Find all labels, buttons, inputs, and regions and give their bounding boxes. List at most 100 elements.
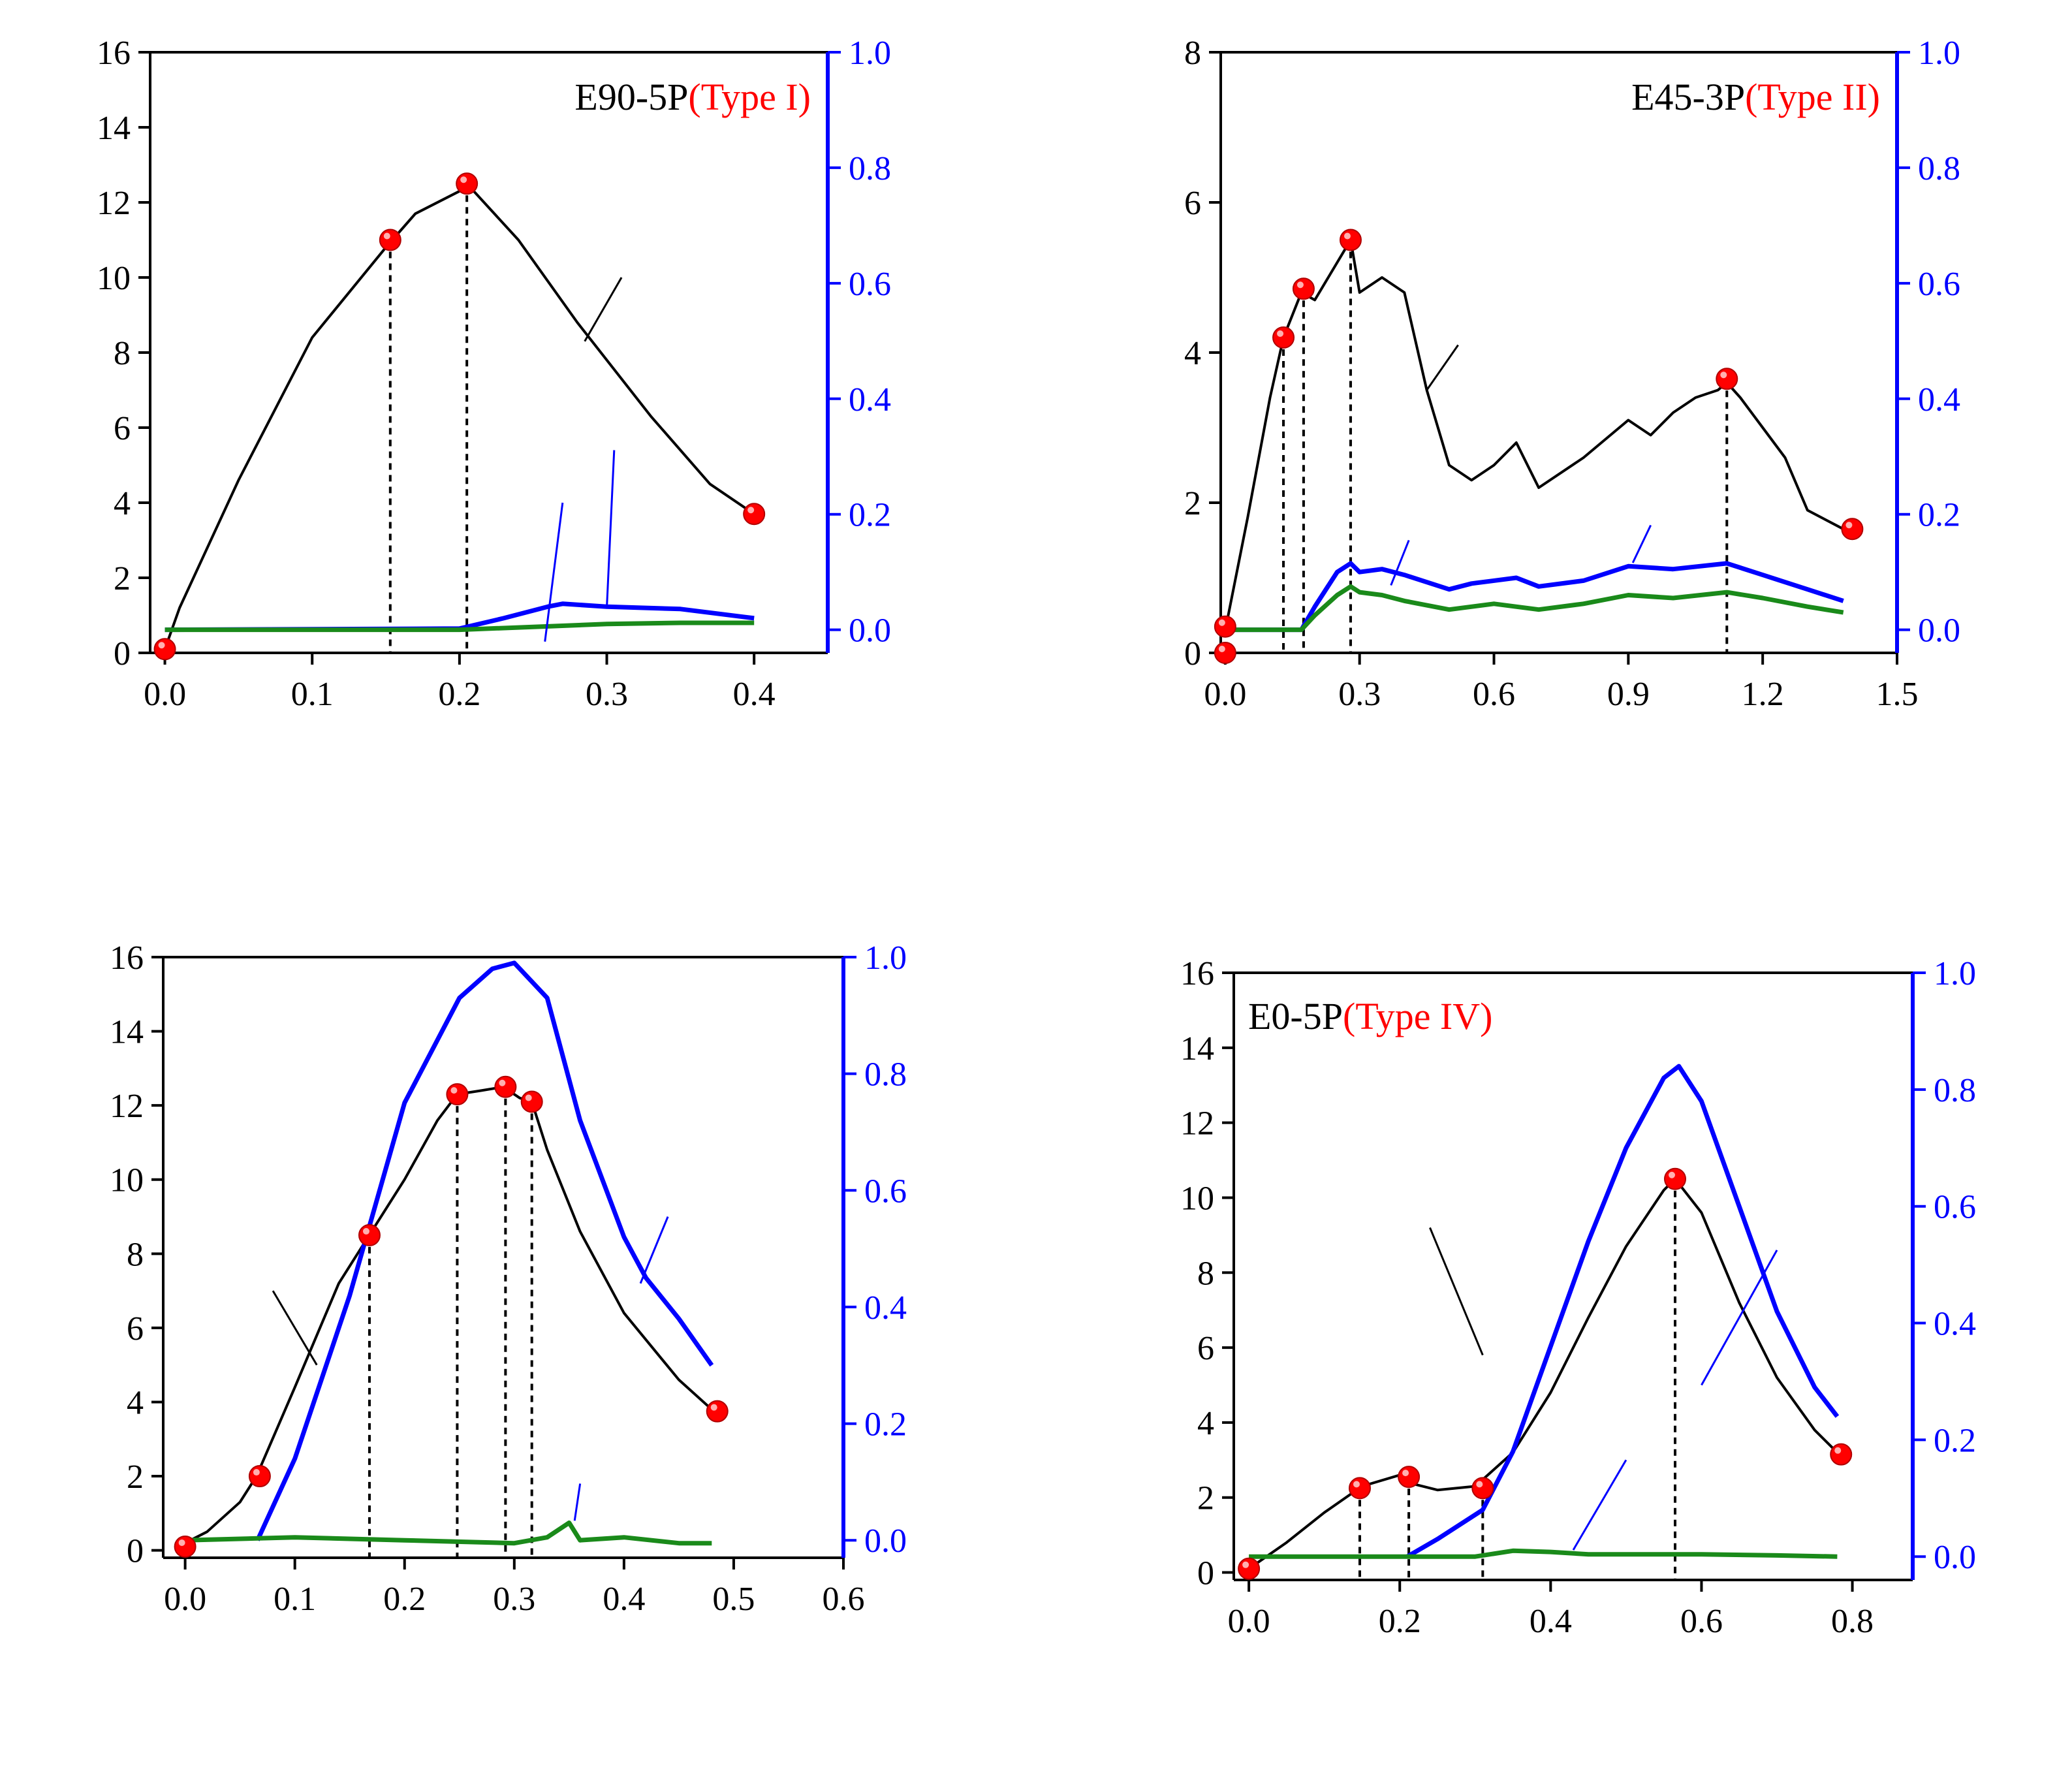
leader-line — [1429, 1227, 1484, 1356]
leader-line — [1390, 539, 1410, 586]
marker-highlight — [1218, 619, 1225, 626]
marker-highlight — [1218, 646, 1225, 652]
y2-tick-label: 0.0 — [1934, 1539, 1976, 1576]
marker-highlight — [1845, 522, 1853, 529]
x-tick-label: 0.4 — [1530, 1603, 1572, 1640]
y-tick-label: 16 — [97, 35, 131, 72]
marker-b — [1272, 326, 1295, 349]
y2-tick-label: 0.8 — [864, 1056, 907, 1094]
x-tick-label: 0.5 — [712, 1581, 755, 1618]
x-tick-label: 0.8 — [1831, 1603, 1874, 1640]
marker-highlight — [1834, 1447, 1842, 1454]
y2-tick-label: 0.6 — [864, 1173, 907, 1210]
x-tick-label: 0.0 — [144, 676, 186, 713]
leader-line — [639, 1216, 669, 1284]
leader-line — [573, 1483, 582, 1521]
marker-f — [494, 1075, 517, 1098]
series-fnj-line — [165, 601, 755, 633]
x-tick-label: 0.4 — [603, 1581, 645, 1618]
x-tick-label: 0.1 — [274, 1581, 316, 1618]
marker-s — [1841, 518, 1864, 541]
type-label: (Type II) — [1745, 76, 1880, 118]
sample-label: E45-3P(Type II) — [1631, 76, 1880, 118]
y-tick-label: 10 — [110, 1162, 144, 1199]
y-tick-label: 6 — [1184, 185, 1201, 222]
marker-oa — [153, 638, 176, 661]
y2-tick-label: 0.2 — [849, 497, 891, 534]
leader-line — [544, 502, 564, 642]
series-fsj-line — [165, 620, 755, 633]
y-tick-label: 0 — [1184, 635, 1201, 672]
x-tick-label: 0.3 — [1338, 676, 1381, 713]
x-tick-label: 0.6 — [823, 1581, 865, 1618]
marker-highlight — [1343, 232, 1351, 240]
y-tick-label: 6 — [114, 410, 131, 447]
series-fnj-line — [1225, 561, 1844, 633]
y-tick-label: 8 — [1197, 1255, 1214, 1292]
type-label: (Type IV) — [1343, 995, 1492, 1037]
y2-tick-label: 1.0 — [864, 939, 907, 977]
marker-highlight — [499, 1079, 506, 1086]
leader-line — [1631, 524, 1652, 563]
y2-tick-label: 0.2 — [864, 1406, 907, 1444]
leader-line — [1426, 344, 1459, 391]
marker-s — [706, 1400, 729, 1423]
marker-highlight — [1720, 371, 1727, 379]
marker-highlight — [178, 1539, 185, 1546]
chart-panel-2: 0.0 0.3 0.6 0.9 1.2 1.5 0 2 4 6 8 0.0 0.2 0.4 0.6 0.8 1.… — [1184, 35, 1960, 713]
y2-tick-label: 0.8 — [1934, 1072, 1976, 1109]
leader-line — [584, 277, 623, 342]
marker-b — [1348, 1477, 1371, 1500]
marker-highlight — [362, 1227, 369, 1235]
leader-line — [1572, 1459, 1627, 1551]
series-fnj-line — [255, 960, 714, 1541]
sample-name: E90-5P — [574, 76, 688, 118]
marker-highlight — [710, 1404, 717, 1411]
y2-tick-label: 0.4 — [1934, 1306, 1976, 1343]
x-tick-label: 0.4 — [733, 676, 776, 713]
y2-tick-label: 0.4 — [864, 1289, 907, 1327]
y2-tick-label: 0.8 — [1918, 150, 1960, 187]
y-tick-label: 2 — [1184, 485, 1201, 522]
y-tick-label: 6 — [127, 1310, 144, 1348]
y-tick-label: 0 — [114, 635, 131, 672]
x-tick-label: 1.5 — [1876, 676, 1919, 713]
sample-name: E0-5P — [1248, 995, 1343, 1037]
marker-highlight — [1277, 330, 1284, 337]
y-tick-label: 2 — [114, 560, 131, 597]
chart-panel-3: 0.0 0.1 0.2 0.3 0.4 0.5 0.6 0 2 4 6 8 10 12 14 16 0.0 0.2… — [110, 939, 907, 1618]
y2-tick-label: 1.0 — [1934, 955, 1976, 992]
marker-o — [174, 1535, 196, 1558]
x-tick-label: 0.0 — [164, 1581, 206, 1618]
marker-highlight — [158, 642, 165, 649]
y-tick-label: 14 — [1180, 1030, 1214, 1067]
x-tick-label: 0.6 — [1680, 1603, 1723, 1640]
marker-highlight — [1669, 1171, 1675, 1178]
marker-f1 — [1292, 277, 1315, 300]
y2-tick-label: 0.2 — [1934, 1422, 1976, 1459]
series-fsj-line — [185, 1520, 712, 1546]
marker-o — [1214, 642, 1236, 664]
marker-f2 — [1716, 368, 1738, 390]
y2-tick-label: 0.0 — [849, 612, 891, 650]
y-tick-label: 2 — [127, 1459, 144, 1496]
y-tick-label: 8 — [127, 1236, 144, 1273]
y-tick-label: 4 — [1197, 1405, 1214, 1442]
y-tick-label: 16 — [1180, 955, 1214, 992]
x-tick-label: 0.6 — [1473, 676, 1515, 713]
marker-s — [1830, 1443, 1853, 1466]
marker-a — [248, 1465, 271, 1488]
chart-panel-1: 0.0 0.1 0.2 0.3 0.4 0 2 4 6 8 10 12 14 16 0.0 0.2 0.4 0.6… — [97, 35, 891, 713]
leader-line — [606, 450, 616, 608]
y-tick-label: 16 — [110, 939, 144, 977]
y2-tick-label: 0.0 — [864, 1523, 907, 1560]
y2-tick-label: 0.0 — [1918, 612, 1960, 650]
marker-f — [1339, 229, 1362, 251]
sample-label: E90-5P(Type I) — [574, 76, 811, 118]
x-tick-label: 0.1 — [291, 676, 334, 713]
x-tick-label: 0.2 — [383, 1581, 426, 1618]
series-fnj-line — [1406, 1064, 1840, 1559]
marker-f2f — [1664, 1167, 1686, 1190]
y2-tick-label: 0.8 — [849, 150, 891, 187]
